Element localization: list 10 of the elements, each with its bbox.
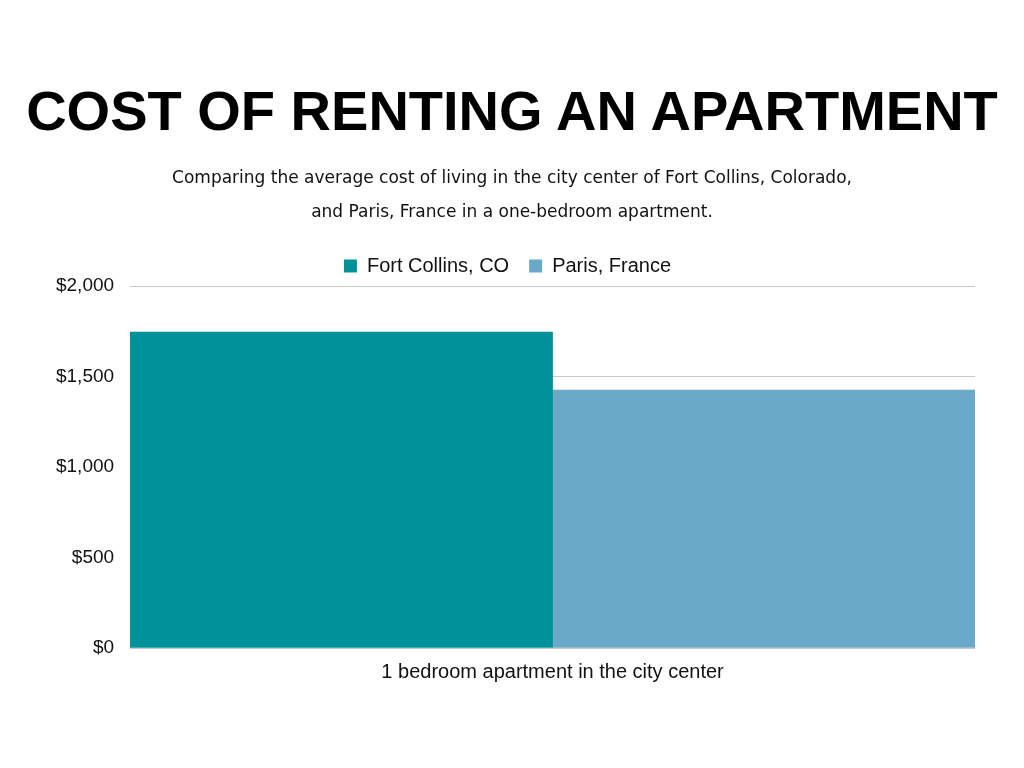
legend-label: Fort Collins, CO xyxy=(366,253,510,276)
chart-subtitle: Comparing the average cost of living in the city center of Fort Collins, Colorado, and Paris, France in a one-bedroom apartment. xyxy=(172,166,852,223)
y-tick-label: $1,500 xyxy=(55,364,115,386)
x-tick-label: 1 bedroom apartment in the city center xyxy=(381,659,725,682)
y-tick-label: $500 xyxy=(71,545,115,567)
y-tick-label: $2,000 xyxy=(55,274,115,296)
y-tick-label: $0 xyxy=(92,636,115,658)
chart-title: COST OF RENTING AN APARTMENT xyxy=(25,78,999,143)
legend-label: Paris, France xyxy=(552,253,672,276)
y-tick-label: $1,000 xyxy=(55,455,115,477)
